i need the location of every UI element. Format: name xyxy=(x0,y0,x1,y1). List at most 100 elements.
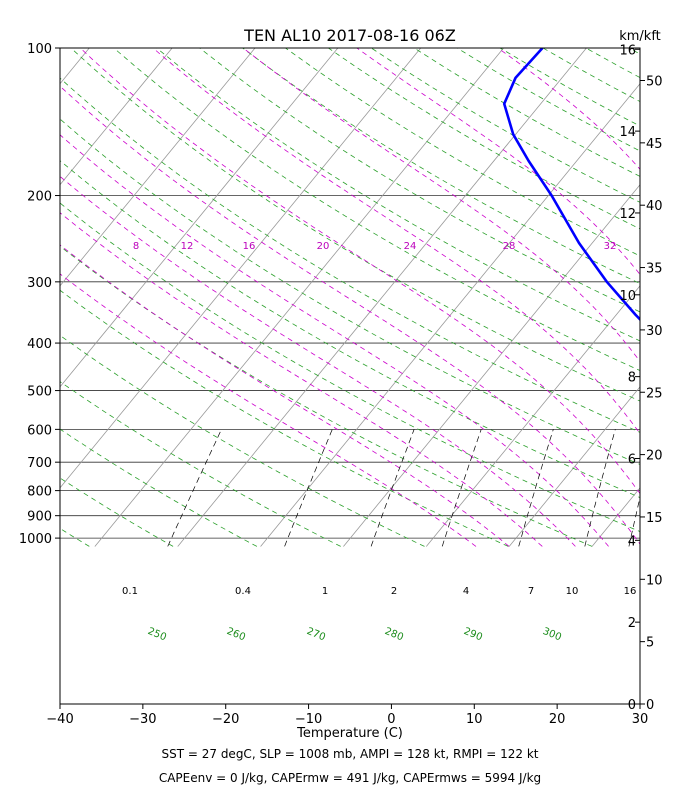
dry-adiabat-line xyxy=(60,381,341,547)
mixing-ratio-line xyxy=(284,429,333,547)
km-tick-label: 10 xyxy=(619,289,636,304)
x-tick-label: 20 xyxy=(549,712,566,727)
km-tick-label: 16 xyxy=(619,43,636,58)
y-tick-label: 600 xyxy=(27,423,52,438)
moist-adiabat-line xyxy=(242,48,640,363)
dry-adiabat-line xyxy=(60,160,640,498)
km-tick-label: 14 xyxy=(619,125,636,140)
mixing-ratio-line xyxy=(628,496,640,547)
km-tick-label: 12 xyxy=(619,207,636,222)
footer-line-1: SST = 27 degC, SLP = 1008 mb, AMPI = 128… xyxy=(161,747,538,761)
dry-adiabat-line xyxy=(285,48,640,257)
mixing-ratio-label: 7 xyxy=(528,586,534,597)
kft-tick-label: 35 xyxy=(646,262,663,277)
isotherm-line xyxy=(675,48,700,546)
y-axis: 100 200 300 400 500 600 700 800 900 1000 xyxy=(19,42,60,547)
moist-adiabat-label: 12 xyxy=(181,241,194,252)
dry-adiabat-line xyxy=(113,48,640,372)
dry-adiabat-line xyxy=(60,245,593,547)
y-tick-label: 900 xyxy=(27,510,52,525)
dry-adiabat-line xyxy=(60,428,258,547)
x-tick-label: 0 xyxy=(387,712,395,727)
mixing-ratio-line xyxy=(167,429,222,547)
mixing-ratio-line xyxy=(441,429,482,547)
kft-tick-label: 20 xyxy=(646,449,663,464)
plot-background xyxy=(60,48,640,704)
dry-adiabat-line xyxy=(60,334,425,547)
y-tick-label: 200 xyxy=(27,190,52,205)
moist-adiabat-line xyxy=(60,134,609,547)
moist-adiabat-label: 8 xyxy=(133,241,139,252)
mixing-ratio-line xyxy=(584,429,616,547)
mixing-ratio-label: 2 xyxy=(391,586,397,597)
profile-lines xyxy=(502,48,640,322)
x-tick-label: −40 xyxy=(46,712,73,727)
x-tick-label: −30 xyxy=(129,712,156,727)
y-tick-label: 800 xyxy=(27,485,52,500)
right-axis-label: km/kft xyxy=(619,29,661,44)
moist-adiabat-label: 24 xyxy=(404,241,417,252)
moist-adiabat-label: 20 xyxy=(317,241,330,252)
y-tick-label: 500 xyxy=(27,385,52,400)
isotherm-line xyxy=(0,48,6,546)
moist-adiabat-label: 28 xyxy=(503,241,516,252)
y-tick-label: 300 xyxy=(27,276,52,291)
moist-adiabat-label: 16 xyxy=(243,241,256,252)
isotherm-line xyxy=(425,285,640,547)
kft-tick-label: 40 xyxy=(646,199,663,214)
plot-frame xyxy=(59,47,641,705)
mixing-ratio-line xyxy=(690,429,700,546)
isotherm-line xyxy=(60,48,173,186)
mixing-ratio-label: 0.1 xyxy=(122,586,138,597)
mixing-ratio-label: 0.4 xyxy=(235,586,251,597)
height-axis: 0 2 4 6 8 10 12 14 16 0 5 10 15 20 25 30 35 40 45 50 xyxy=(619,43,662,713)
isotherm-line xyxy=(60,48,256,287)
moist-adiabat-line xyxy=(60,212,543,547)
km-tick-label: 8 xyxy=(628,371,636,386)
x-tick-label: 10 xyxy=(466,712,483,727)
x-axis: −40 −30 −20 −10 0 10 20 30 xyxy=(46,704,648,727)
kft-tick-label: 45 xyxy=(646,137,663,152)
isotherm-line xyxy=(60,48,339,388)
dewpoint-profile xyxy=(502,48,640,322)
x-tick-label: 30 xyxy=(632,712,649,727)
km-tick-label: 0 xyxy=(628,698,636,713)
isotherm-line xyxy=(177,48,587,547)
kft-tick-label: 50 xyxy=(646,75,663,90)
x-tick-label: −10 xyxy=(295,712,322,727)
km-tick-label: 6 xyxy=(628,452,636,467)
isotherm-line xyxy=(260,83,640,547)
mixing-ratio-label: 16 xyxy=(624,586,637,597)
mixing-ratio-label: 10 xyxy=(566,586,579,597)
kft-tick-label: 0 xyxy=(646,698,654,713)
moist-adiabat-line xyxy=(647,48,700,546)
y-tick-label: 100 xyxy=(27,42,52,57)
y-tick-label: 400 xyxy=(27,337,52,352)
moist-adiabat-label: 32 xyxy=(604,241,617,252)
kft-tick-label: 25 xyxy=(646,386,663,401)
kft-tick-label: 15 xyxy=(646,511,663,526)
moist-adiabat-line xyxy=(60,85,640,545)
isotherm-line xyxy=(343,184,640,547)
isotherm-line xyxy=(60,48,422,489)
chart-title: TEN AL10 2017-08-16 06Z xyxy=(243,26,456,45)
dry-adiabat-line xyxy=(60,202,640,532)
km-tick-label: 4 xyxy=(628,534,636,549)
dry-adiabat-line xyxy=(70,48,640,402)
km-tick-label: 2 xyxy=(628,616,636,631)
dry-adiabat-line xyxy=(60,289,509,547)
moist-adiabat-line xyxy=(60,273,477,547)
isotherm-line xyxy=(508,386,640,547)
kft-tick-label: 10 xyxy=(646,573,663,588)
footer-line-2: CAPEenv = 0 J/kg, CAPErmw = 491 J/kg, CA… xyxy=(159,771,541,785)
background-lines xyxy=(0,48,700,547)
kft-tick-label: 30 xyxy=(646,324,663,339)
moist-adiabat-line xyxy=(60,244,510,547)
isotherm-line xyxy=(94,48,504,547)
mixing-ratio-label: 4 xyxy=(463,586,469,597)
y-tick-label: 1000 xyxy=(19,532,52,547)
moist-adiabat-line xyxy=(60,175,576,547)
mixing-ratio-line xyxy=(370,429,415,547)
